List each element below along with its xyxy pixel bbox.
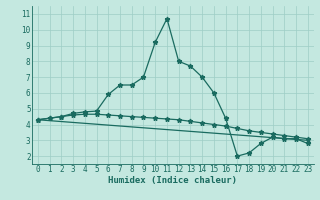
X-axis label: Humidex (Indice chaleur): Humidex (Indice chaleur) <box>108 176 237 185</box>
